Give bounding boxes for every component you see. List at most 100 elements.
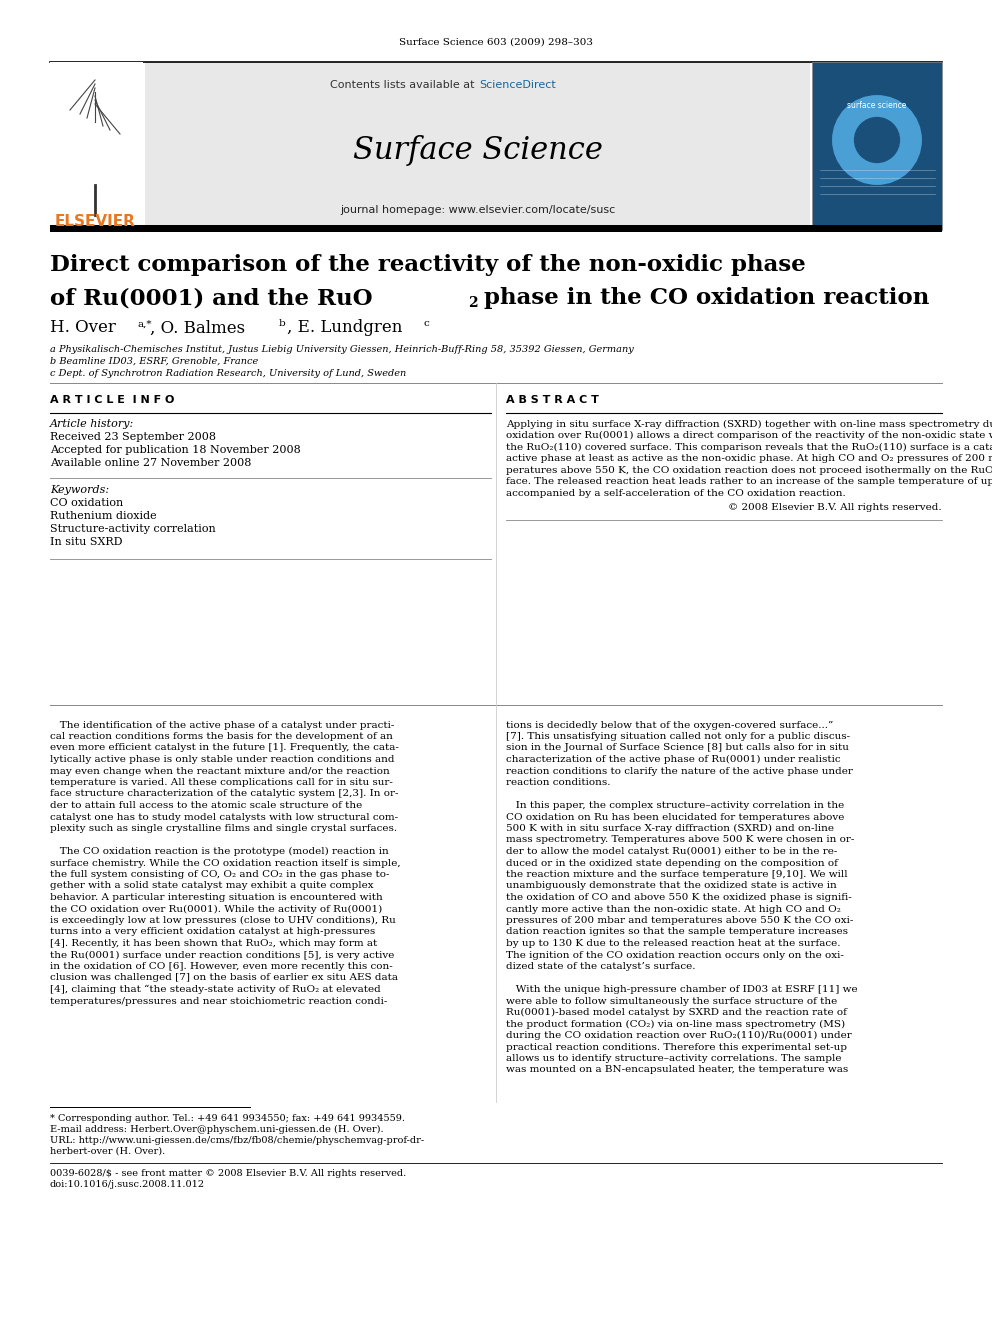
Text: catalyst one has to study model catalysts with low structural com-: catalyst one has to study model catalyst… <box>50 812 398 822</box>
Text: With the unique high-pressure chamber of ID03 at ESRF [11] we: With the unique high-pressure chamber of… <box>506 986 858 994</box>
Text: The identification of the active phase of a catalyst under practi-: The identification of the active phase o… <box>50 721 395 729</box>
Text: duced or in the oxidized state depending on the composition of: duced or in the oxidized state depending… <box>506 859 838 868</box>
Text: the reaction mixture and the surface temperature [9,10]. We will: the reaction mixture and the surface tem… <box>506 871 847 878</box>
Text: phase in the CO oxidation reaction: phase in the CO oxidation reaction <box>476 287 930 310</box>
Text: during the CO oxidation reaction over RuO₂(110)/Ru(0001) under: during the CO oxidation reaction over Ru… <box>506 1031 852 1040</box>
Text: doi:10.1016/j.susc.2008.11.012: doi:10.1016/j.susc.2008.11.012 <box>50 1180 205 1189</box>
Text: * Corresponding author. Tel.: +49 641 9934550; fax: +49 641 9934559.: * Corresponding author. Tel.: +49 641 99… <box>50 1114 405 1123</box>
Text: dation reaction ignites so that the sample temperature increases: dation reaction ignites so that the samp… <box>506 927 848 937</box>
Text: Keywords:: Keywords: <box>50 486 109 495</box>
Text: der to attain full access to the atomic scale structure of the: der to attain full access to the atomic … <box>50 800 362 810</box>
Text: journal homepage: www.elsevier.com/locate/susc: journal homepage: www.elsevier.com/locat… <box>340 205 616 216</box>
Text: b Beamline ID03, ESRF, Grenoble, France: b Beamline ID03, ESRF, Grenoble, France <box>50 356 258 365</box>
Text: behavior. A particular interesting situation is encountered with: behavior. A particular interesting situa… <box>50 893 383 902</box>
Text: E-mail address: Herbert.Over@physchem.uni-giessen.de (H. Over).: E-mail address: Herbert.Over@physchem.un… <box>50 1125 384 1134</box>
Text: , E. Lundgren: , E. Lundgren <box>287 319 403 336</box>
Text: plexity such as single crystalline films and single crystal surfaces.: plexity such as single crystalline films… <box>50 824 397 833</box>
Text: ELSEVIER: ELSEVIER <box>55 214 136 229</box>
Text: accompanied by a self-acceleration of the CO oxidation reaction.: accompanied by a self-acceleration of th… <box>506 488 846 497</box>
Text: A R T I C L E  I N F O: A R T I C L E I N F O <box>50 396 175 405</box>
Text: surface science: surface science <box>847 101 907 110</box>
Text: unambiguously demonstrate that the oxidized state is active in: unambiguously demonstrate that the oxidi… <box>506 881 836 890</box>
Text: Received 23 September 2008: Received 23 September 2008 <box>50 433 216 442</box>
Text: may even change when the reactant mixture and/or the reaction: may even change when the reactant mixtur… <box>50 766 390 775</box>
Text: reaction conditions.: reaction conditions. <box>506 778 610 787</box>
Text: dized state of the catalyst’s surface.: dized state of the catalyst’s surface. <box>506 962 695 971</box>
Text: Accepted for publication 18 November 2008: Accepted for publication 18 November 200… <box>50 445 301 455</box>
Text: 500 K with in situ surface X-ray diffraction (SXRD) and on-line: 500 K with in situ surface X-ray diffrac… <box>506 824 834 833</box>
Text: CO oxidation on Ru has been elucidated for temperatures above: CO oxidation on Ru has been elucidated f… <box>506 812 844 822</box>
Text: Contents lists available at: Contents lists available at <box>330 79 478 90</box>
Text: peratures above 550 K, the CO oxidation reaction does not proceed isothermally o: peratures above 550 K, the CO oxidation … <box>506 466 992 475</box>
Text: Ru(0001)-based model catalyst by SXRD and the reaction rate of: Ru(0001)-based model catalyst by SXRD an… <box>506 1008 847 1017</box>
Text: b: b <box>279 319 286 328</box>
Text: der to allow the model catalyst Ru(0001) either to be in the re-: der to allow the model catalyst Ru(0001)… <box>506 847 837 856</box>
Text: reaction conditions to clarify the nature of the active phase under: reaction conditions to clarify the natur… <box>506 766 853 775</box>
Text: the product formation (CO₂) via on-line mass spectrometry (MS): the product formation (CO₂) via on-line … <box>506 1020 845 1028</box>
Text: the CO oxidation over Ru(0001). While the activity of Ru(0001): the CO oxidation over Ru(0001). While th… <box>50 905 382 914</box>
Text: turns into a very efficient oxidation catalyst at high-pressures: turns into a very efficient oxidation ca… <box>50 927 375 937</box>
Text: cal reaction conditions forms the basis for the development of an: cal reaction conditions forms the basis … <box>50 732 393 741</box>
Text: of Ru(0001) and the RuO: of Ru(0001) and the RuO <box>50 287 373 310</box>
Text: c Dept. of Synchrotron Radiation Research, University of Lund, Sweden: c Dept. of Synchrotron Radiation Researc… <box>50 369 407 377</box>
Bar <box>50 62 143 225</box>
Text: clusion was challenged [7] on the basis of earlier ex situ AES data: clusion was challenged [7] on the basis … <box>50 974 398 983</box>
Bar <box>812 62 942 230</box>
Text: 0039-6028/$ - see front matter © 2008 Elsevier B.V. All rights reserved.: 0039-6028/$ - see front matter © 2008 El… <box>50 1170 407 1177</box>
Text: tions is decidedly below that of the oxygen-covered surface...”: tions is decidedly below that of the oxy… <box>506 721 833 729</box>
Text: herbert-over (H. Over).: herbert-over (H. Over). <box>50 1147 166 1156</box>
Text: © 2008 Elsevier B.V. All rights reserved.: © 2008 Elsevier B.V. All rights reserved… <box>728 503 942 512</box>
Text: lytically active phase is only stable under reaction conditions and: lytically active phase is only stable un… <box>50 755 395 763</box>
Text: surface chemistry. While the CO oxidation reaction itself is simple,: surface chemistry. While the CO oxidatio… <box>50 859 401 868</box>
Text: gether with a solid state catalyst may exhibit a quite complex: gether with a solid state catalyst may e… <box>50 881 374 890</box>
Text: The ignition of the CO oxidation reaction occurs only on the oxi-: The ignition of the CO oxidation reactio… <box>506 950 844 959</box>
Text: Surface Science: Surface Science <box>353 135 603 165</box>
Text: Applying in situ surface X-ray diffraction (SXRD) together with on-line mass spe: Applying in situ surface X-ray diffracti… <box>506 419 992 429</box>
Text: pressures of 200 mbar and temperatures above 550 K the CO oxi-: pressures of 200 mbar and temperatures a… <box>506 916 853 925</box>
Text: face structure characterization of the catalytic system [2,3]. In or-: face structure characterization of the c… <box>50 790 399 799</box>
Text: in the oxidation of CO [6]. However, even more recently this con-: in the oxidation of CO [6]. However, eve… <box>50 962 393 971</box>
Text: Direct comparison of the reactivity of the non-oxidic phase: Direct comparison of the reactivity of t… <box>50 254 806 277</box>
Text: H. Over: H. Over <box>50 319 116 336</box>
Text: even more efficient catalyst in the future [1]. Frequently, the cata-: even more efficient catalyst in the futu… <box>50 744 399 753</box>
Text: Available online 27 November 2008: Available online 27 November 2008 <box>50 458 251 468</box>
Text: URL: http://www.uni-giessen.de/cms/fbz/fb08/chemie/physchemvag-prof-dr-: URL: http://www.uni-giessen.de/cms/fbz/f… <box>50 1136 425 1144</box>
Text: sion in the Journal of Surface Science [8] but calls also for in situ: sion in the Journal of Surface Science [… <box>506 744 849 753</box>
Text: were able to follow simultaneously the surface structure of the: were able to follow simultaneously the s… <box>506 996 837 1005</box>
Text: cantly more active than the non-oxidic state. At high CO and O₂: cantly more active than the non-oxidic s… <box>506 905 841 913</box>
Text: mass spectrometry. Temperatures above 500 K were chosen in or-: mass spectrometry. Temperatures above 50… <box>506 836 854 844</box>
Text: , O. Balmes: , O. Balmes <box>150 319 245 336</box>
Text: Ruthenium dioxide: Ruthenium dioxide <box>50 511 157 521</box>
Text: a,*: a,* <box>138 319 153 328</box>
Text: the RuO₂(110) covered surface. This comparison reveals that the RuO₂(110) surfac: the RuO₂(110) covered surface. This comp… <box>506 442 992 451</box>
Text: the oxidation of CO and above 550 K the oxidized phase is signifi-: the oxidation of CO and above 550 K the … <box>506 893 852 902</box>
Text: active phase at least as active as the non-oxidic phase. At high CO and O₂ press: active phase at least as active as the n… <box>506 454 992 463</box>
Text: temperatures/pressures and near stoichiometric reaction condi-: temperatures/pressures and near stoichio… <box>50 996 387 1005</box>
Text: 2: 2 <box>468 296 477 310</box>
Text: [4], claiming that “the steady-state activity of RuO₂ at elevated: [4], claiming that “the steady-state act… <box>50 984 381 994</box>
Text: Article history:: Article history: <box>50 419 134 429</box>
Text: CO oxidation: CO oxidation <box>50 497 123 508</box>
Text: is exceedingly low at low pressures (close to UHV conditions), Ru: is exceedingly low at low pressures (clo… <box>50 916 396 925</box>
Text: the Ru(0001) surface under reaction conditions [5], is very active: the Ru(0001) surface under reaction cond… <box>50 950 395 959</box>
Text: ScienceDirect: ScienceDirect <box>479 79 556 90</box>
Text: Surface Science 603 (2009) 298–303: Surface Science 603 (2009) 298–303 <box>399 37 593 46</box>
Text: oxidation over Ru(0001) allows a direct comparison of the reactivity of the non-: oxidation over Ru(0001) allows a direct … <box>506 431 992 441</box>
Text: A B S T R A C T: A B S T R A C T <box>506 396 599 405</box>
Text: practical reaction conditions. Therefore this experimental set-up: practical reaction conditions. Therefore… <box>506 1043 847 1052</box>
Text: In this paper, the complex structure–activity correlation in the: In this paper, the complex structure–act… <box>506 800 844 810</box>
Text: the full system consisting of CO, O₂ and CO₂ in the gas phase to-: the full system consisting of CO, O₂ and… <box>50 871 390 878</box>
Text: c: c <box>424 319 430 328</box>
Text: [4]. Recently, it has been shown that RuO₂, which may form at: [4]. Recently, it has been shown that Ru… <box>50 939 377 949</box>
Text: a Physikalisch-Chemisches Institut, Justus Liebig University Giessen, Heinrich-B: a Physikalisch-Chemisches Institut, Just… <box>50 344 634 353</box>
Text: The CO oxidation reaction is the prototype (model) reaction in: The CO oxidation reaction is the prototy… <box>50 847 389 856</box>
Text: was mounted on a BN-encapsulated heater, the temperature was: was mounted on a BN-encapsulated heater,… <box>506 1065 848 1074</box>
Text: by up to 130 K due to the released reaction heat at the surface.: by up to 130 K due to the released react… <box>506 939 840 949</box>
Bar <box>50 225 942 232</box>
Bar <box>145 62 810 230</box>
Text: [7]. This unsatisfying situation called not only for a public discus-: [7]. This unsatisfying situation called … <box>506 732 850 741</box>
Text: face. The released reaction heat leads rather to an increase of the sample tempe: face. The released reaction heat leads r… <box>506 478 992 486</box>
Text: allows us to identify structure–activity correlations. The sample: allows us to identify structure–activity… <box>506 1054 841 1062</box>
Text: characterization of the active phase of Ru(0001) under realistic: characterization of the active phase of … <box>506 755 840 765</box>
Text: In situ SXRD: In situ SXRD <box>50 537 122 546</box>
